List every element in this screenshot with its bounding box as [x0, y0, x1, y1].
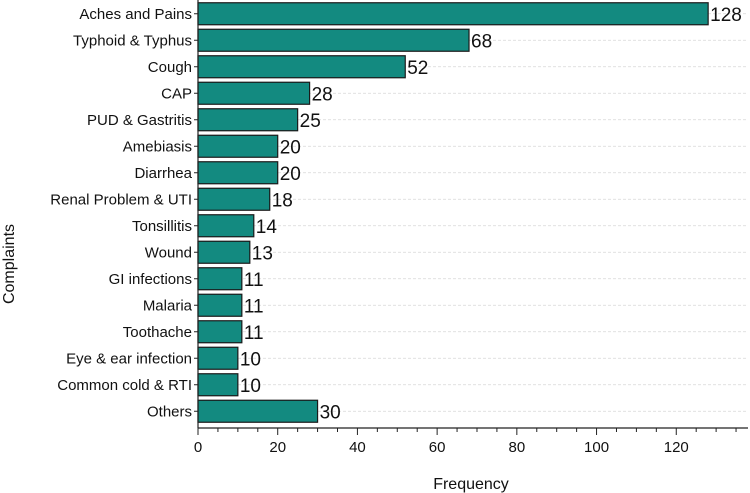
x-tick-label-40: 40 — [349, 439, 366, 456]
x-tick-label-60: 60 — [429, 439, 446, 456]
value-label-14: 10 — [240, 376, 261, 397]
category-label-1: Typhoid & Typhus — [73, 32, 192, 49]
bar-13 — [197, 346, 239, 370]
value-label-9: 13 — [252, 243, 273, 264]
value-label-11: 11 — [244, 296, 264, 317]
category-label-0: Aches and Pains — [79, 6, 192, 23]
bar-5 — [197, 134, 279, 158]
y-axis-title: Complaints — [1, 224, 18, 304]
value-label-6: 20 — [280, 164, 301, 185]
x-axis-title: Frequency — [433, 476, 509, 493]
category-label-7: Renal Problem & UTI — [50, 191, 192, 208]
category-label-4: PUD & Gastritis — [87, 112, 192, 129]
bar-12 — [197, 320, 243, 344]
category-label-5: Amebiasis — [123, 138, 192, 155]
category-label-15: Others — [147, 403, 192, 420]
bar-4 — [197, 108, 299, 132]
bars — [197, 2, 709, 423]
category-label-8: Tonsillitis — [132, 218, 192, 235]
labels: 128 Aches and Pains 68 Typhoid & Typhus 52 Co… — [50, 5, 742, 456]
bar-10 — [197, 267, 243, 291]
bar-1 — [197, 28, 470, 52]
value-label-1: 68 — [471, 31, 492, 52]
value-label-15: 30 — [320, 402, 341, 423]
category-label-11: Malaria — [143, 297, 193, 314]
value-label-13: 10 — [240, 349, 261, 370]
category-label-10: GI infections — [109, 271, 192, 288]
bar-6 — [197, 161, 279, 185]
bar-8 — [197, 214, 255, 238]
bar-9 — [197, 240, 251, 264]
category-label-12: Toothache — [123, 324, 192, 341]
value-label-4: 25 — [300, 111, 321, 132]
category-label-14: Common cold & RTI — [57, 377, 192, 394]
value-label-10: 11 — [244, 270, 264, 291]
bar-11 — [197, 293, 243, 317]
x-tick-label-100: 100 — [584, 439, 609, 456]
value-label-0: 128 — [710, 5, 742, 26]
bar-14 — [197, 373, 239, 397]
category-label-9: Wound — [145, 244, 192, 261]
bar-15 — [197, 399, 319, 423]
value-label-5: 20 — [280, 137, 301, 158]
value-label-3: 28 — [312, 84, 333, 105]
value-label-12: 11 — [244, 323, 264, 344]
category-label-2: Cough — [148, 59, 192, 76]
bar-7 — [197, 187, 271, 211]
value-label-8: 14 — [256, 217, 278, 238]
x-tick-label-0: 0 — [194, 439, 202, 456]
bar-3 — [197, 81, 311, 105]
category-label-6: Diarrhea — [134, 165, 192, 182]
x-tick-label-80: 80 — [508, 439, 525, 456]
value-label-2: 52 — [407, 58, 428, 79]
x-tick-label-120: 120 — [664, 439, 689, 456]
bar-0 — [197, 2, 709, 26]
bar-2 — [197, 55, 406, 79]
category-label-13: Eye & ear infection — [66, 350, 192, 367]
category-label-3: CAP — [161, 85, 192, 102]
value-label-7: 18 — [272, 190, 293, 211]
x-tick-label-20: 20 — [269, 439, 286, 456]
